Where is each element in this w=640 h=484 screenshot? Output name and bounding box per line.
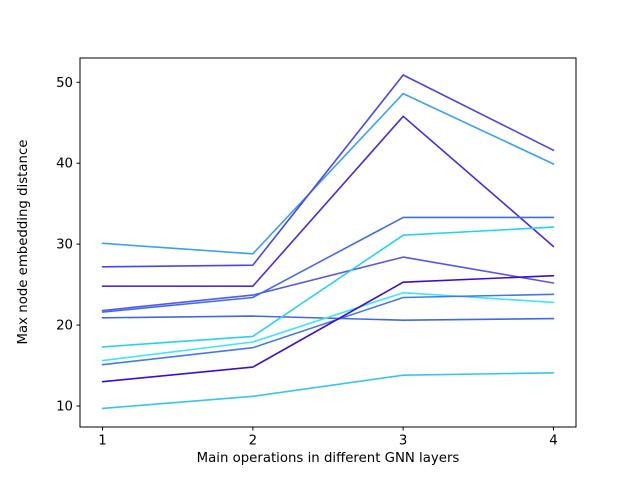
series-group [101,74,555,410]
plot-area-border [79,57,577,428]
y-tick-label: 20 [56,319,73,334]
x-tick-label: 3 [399,434,407,449]
chart-line-4 [101,256,555,312]
chart-line-8 [101,291,555,362]
chart-line-7 [101,226,555,348]
y-tick-label: 30 [56,238,73,253]
x-tick-label: 1 [98,434,106,449]
chart-line-5 [101,216,555,313]
x-axis-label: Main operations in different GNN layers [197,451,460,466]
y-axis-label: Max node embedding distance [16,140,31,345]
y-axis-ticks: 10 20 30 40 50 [56,76,80,414]
x-tick-label: 4 [549,434,557,449]
y-tick-label: 50 [56,76,73,91]
chart-line-11 [101,371,555,410]
chart-line-3 [101,115,555,288]
chart-line-2 [101,74,555,268]
x-tick-label: 2 [249,434,257,449]
y-tick-label: 10 [56,399,73,414]
chart-line-10 [101,274,555,383]
chart-line-1 [101,92,555,255]
y-tick-label: 40 [56,157,73,172]
chart-line-9 [101,293,555,366]
x-axis-ticks: 1 2 3 4 [98,427,558,449]
